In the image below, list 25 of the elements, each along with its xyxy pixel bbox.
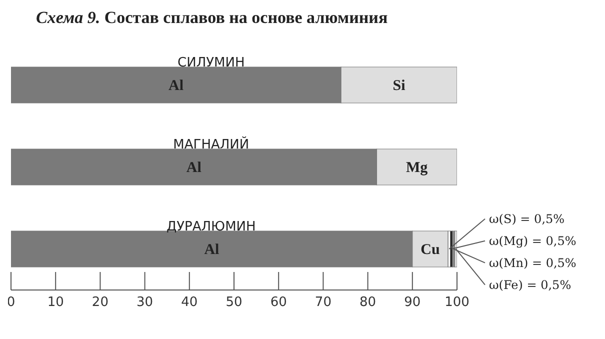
x-tick-label: 50 — [226, 295, 242, 310]
series-label: Mg — [406, 160, 428, 176]
text: ω(Fe) = 0,5% — [489, 278, 572, 292]
x-tick-label: 0 — [6, 295, 16, 310]
x-tick-label: 20 — [92, 295, 108, 310]
x-tick-label: 40 — [181, 295, 198, 310]
text: ω(S) = 0,5% — [489, 212, 565, 226]
x-tick-label: 10 — [47, 295, 64, 310]
x-tick-label: 70 — [314, 295, 332, 310]
x-tick-label: 80 — [360, 295, 376, 310]
y-tick-label: МАГНАЛИЙ — [173, 135, 250, 152]
x-tick-label: 30 — [136, 295, 154, 310]
series-label: Al — [168, 78, 184, 94]
y-tick-label: СИЛУМИН — [178, 55, 245, 70]
text: ω(Mn) = 0,5% — [489, 256, 576, 270]
y-tick-label: ДУРАЛЮМИН — [166, 219, 256, 234]
series-label: Cu — [420, 242, 440, 258]
text: Al — [186, 160, 202, 176]
text: Al — [204, 242, 220, 258]
series-label: Si — [392, 78, 406, 94]
x-tick-label: 90 — [404, 295, 421, 310]
text: ω(Mg) = 0,5% — [489, 234, 576, 248]
x-tick-label: 60 — [270, 295, 287, 310]
x-tick-label: 100 — [444, 295, 470, 310]
chart-title: Схема 9. Состав сплавов на основе алюминия — [36, 8, 389, 28]
